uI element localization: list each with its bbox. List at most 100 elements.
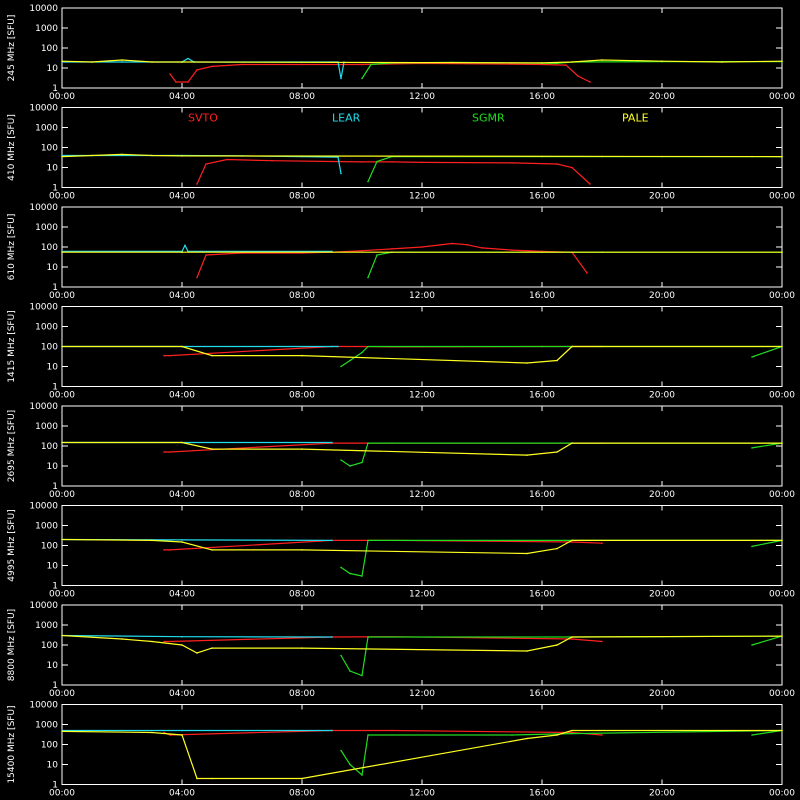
data-point xyxy=(586,272,588,274)
x-tick-label: 16:00 xyxy=(529,192,555,202)
data-point xyxy=(121,153,123,156)
panel-frame xyxy=(61,7,783,89)
data-point xyxy=(511,734,513,736)
data-point xyxy=(589,81,591,83)
x-tick-label: 00:00 xyxy=(769,789,795,799)
data-point xyxy=(196,69,198,71)
y-tick-label: 100 xyxy=(41,243,58,253)
data-point xyxy=(196,777,198,780)
data-point xyxy=(361,461,363,464)
data-point xyxy=(601,59,603,61)
y-tick-label: 10 xyxy=(47,363,59,373)
data-point xyxy=(391,161,393,163)
data-point xyxy=(331,160,333,163)
data-point xyxy=(781,729,783,732)
data-point xyxy=(163,354,165,357)
data-point xyxy=(367,636,369,638)
series-svto xyxy=(169,62,591,83)
data-point xyxy=(301,777,303,780)
data-point xyxy=(181,539,183,541)
x-tick-label: 04:00 xyxy=(169,291,195,301)
x-tick-label: 16:00 xyxy=(529,789,555,799)
data-point xyxy=(121,59,123,61)
data-point xyxy=(781,539,783,542)
data-point xyxy=(361,249,363,252)
data-point xyxy=(526,552,528,555)
series-svto xyxy=(163,729,603,736)
y-axis-label: 4995 MHz [SFU] xyxy=(7,509,17,581)
data-point xyxy=(601,734,603,736)
data-point xyxy=(61,251,63,253)
x-tick-label: 20:00 xyxy=(649,789,675,799)
x-tick-label: 00:00 xyxy=(49,92,75,102)
data-point xyxy=(349,465,351,467)
data-point xyxy=(121,638,123,640)
series-sgmr xyxy=(340,729,783,777)
y-tick-label: 1 xyxy=(52,482,58,492)
data-point xyxy=(367,442,369,444)
x-tick-label: 08:00 xyxy=(289,391,315,401)
y-tick-label: 100 xyxy=(41,44,58,54)
x-tick-label: 16:00 xyxy=(529,92,555,102)
data-point xyxy=(151,731,153,734)
series-lear xyxy=(61,634,333,638)
series-pale xyxy=(61,153,783,158)
x-tick-label: 00:00 xyxy=(49,590,75,600)
data-point xyxy=(91,154,93,157)
data-point xyxy=(181,345,183,348)
data-point xyxy=(601,640,603,643)
x-tick-label: 04:00 xyxy=(169,789,195,799)
data-point xyxy=(169,354,171,357)
panel-3: 1 10 100 1000 10000 00:00 04:00 08:00 12:00 16:00… xyxy=(7,303,795,401)
x-tick-label: 00:00 xyxy=(769,92,795,102)
data-point xyxy=(205,254,207,256)
data-point xyxy=(61,730,63,733)
x-tick-label: 04:00 xyxy=(169,192,195,202)
data-point xyxy=(571,729,573,732)
y-tick-label: 1000 xyxy=(35,323,58,333)
x-tick-label: 04:00 xyxy=(169,590,195,600)
series-sgmr xyxy=(340,442,783,467)
data-point xyxy=(367,539,369,542)
data-point xyxy=(571,541,573,543)
y-axis-label: 1415 MHz [SFU] xyxy=(7,310,17,382)
data-point xyxy=(361,774,363,776)
y-tick-label: 1000 xyxy=(35,422,58,432)
data-point xyxy=(721,61,723,63)
data-point xyxy=(121,61,123,63)
data-point xyxy=(226,158,228,161)
y-tick-label: 1 xyxy=(52,283,58,293)
data-point xyxy=(376,254,378,256)
data-point xyxy=(181,61,183,63)
data-point xyxy=(571,345,573,348)
series-svto xyxy=(164,539,603,551)
data-point xyxy=(187,81,189,83)
data-point xyxy=(571,731,573,734)
y-tick-label: 10 xyxy=(47,64,59,74)
x-tick-label: 00:00 xyxy=(49,291,75,301)
data-point xyxy=(181,635,183,638)
data-point xyxy=(781,635,783,637)
data-point xyxy=(169,73,171,75)
data-point xyxy=(781,345,783,348)
data-point xyxy=(169,640,171,643)
x-tick-label: 20:00 xyxy=(649,192,675,202)
y-axis-label: 245 MHz [SFU] xyxy=(7,15,17,82)
x-tick-label: 00:00 xyxy=(769,490,795,500)
data-point xyxy=(205,163,207,165)
data-point xyxy=(301,63,303,66)
y-tick-label: 1000 xyxy=(35,124,58,134)
y-tick-label: 1 xyxy=(52,582,58,592)
data-point xyxy=(391,248,393,250)
data-point xyxy=(601,542,603,544)
data-point xyxy=(376,160,378,163)
data-point xyxy=(181,734,183,736)
data-point xyxy=(151,640,153,643)
x-tick-label: 00:00 xyxy=(769,291,795,301)
data-point xyxy=(181,541,183,543)
data-point xyxy=(556,163,558,165)
legend-sgmr: SGMR xyxy=(472,112,505,125)
legend-pale: PALE xyxy=(622,112,649,125)
data-point xyxy=(571,539,573,542)
data-point xyxy=(781,442,783,444)
